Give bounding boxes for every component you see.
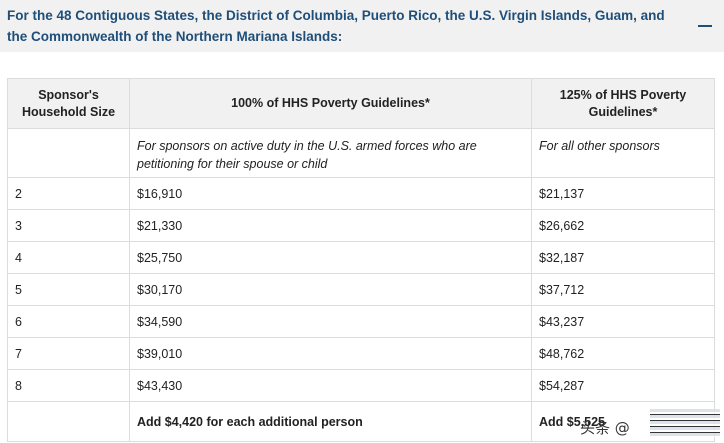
header-125-percent: 125% of HHS Poverty Guidelines* (531, 78, 715, 129)
cell-125-percent: $21,137 (531, 177, 715, 210)
footer-cell-size (7, 401, 130, 442)
cell-household-size: 2 (7, 177, 130, 210)
cell-100-percent: $25,750 (129, 241, 532, 274)
cell-household-size: 7 (7, 337, 130, 370)
minus-icon-bar (698, 25, 712, 27)
footer-cell-100: Add $4,420 for each additional person (129, 401, 532, 442)
cell-125-percent: $48,762 (531, 337, 715, 370)
table-row: 7 $39,010 $48,762 (7, 337, 715, 370)
table-row: 2 $16,910 $21,137 (7, 177, 715, 210)
table-wrapper: Sponsor's Household Size 100% of HHS Pov… (7, 78, 715, 442)
table-footer-row: Add $4,420 for each additional person Ad… (7, 401, 715, 442)
subheader-cell-100: For sponsors on active duty in the U.S. … (129, 128, 532, 178)
table-row: 3 $21,330 $26,662 (7, 209, 715, 242)
table-row: 5 $30,170 $37,712 (7, 273, 715, 306)
cell-household-size: 4 (7, 241, 130, 274)
accordion-title: For the 48 Contiguous States, the Distri… (7, 8, 665, 44)
cell-125-percent: $43,237 (531, 305, 715, 338)
cell-100-percent: $21,330 (129, 209, 532, 242)
table-subheader-row: For sponsors on active duty in the U.S. … (7, 128, 715, 178)
cell-household-size: 5 (7, 273, 130, 306)
cell-125-percent: $26,662 (531, 209, 715, 242)
header-household-size: Sponsor's Household Size (7, 78, 130, 129)
accordion-header[interactable]: For the 48 Contiguous States, the Distri… (0, 0, 724, 52)
cell-100-percent: $43,430 (129, 369, 532, 402)
cell-100-percent: $34,590 (129, 305, 532, 338)
cell-125-percent: $32,187 (531, 241, 715, 274)
minus-icon[interactable] (698, 18, 712, 32)
cell-100-percent: $16,910 (129, 177, 532, 210)
subheader-cell-size (7, 128, 130, 178)
table-row: 8 $43,430 $54,287 (7, 369, 715, 402)
cell-household-size: 6 (7, 305, 130, 338)
cell-100-percent: $30,170 (129, 273, 532, 306)
cell-household-size: 8 (7, 369, 130, 402)
cell-125-percent: $54,287 (531, 369, 715, 402)
table-header-row: Sponsor's Household Size 100% of HHS Pov… (7, 78, 715, 129)
header-100-percent: 100% of HHS Poverty Guidelines* (129, 78, 532, 129)
table-row: 6 $34,590 $43,237 (7, 305, 715, 338)
cell-household-size: 3 (7, 209, 130, 242)
poverty-guidelines-table: Sponsor's Household Size 100% of HHS Pov… (7, 78, 715, 442)
table-row: 4 $25,750 $32,187 (7, 241, 715, 274)
cell-125-percent: $37,712 (531, 273, 715, 306)
cell-100-percent: $39,010 (129, 337, 532, 370)
footer-cell-125: Add $5,525 (531, 401, 715, 442)
subheader-cell-125: For all other sponsors (531, 128, 715, 178)
